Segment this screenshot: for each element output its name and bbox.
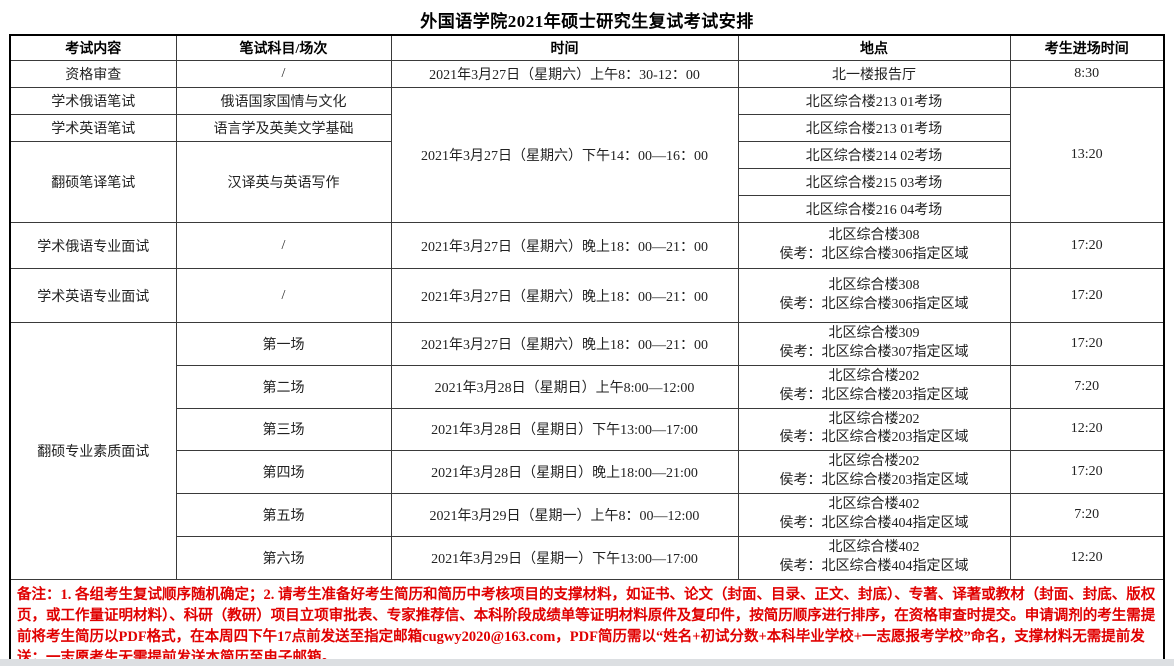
cell-entry-qualification: 8:30 — [1009, 60, 1165, 88]
col-header-exam-content: 考试内容 — [9, 34, 177, 61]
cell-location-written-mti-1: 北区综合楼214 02考场 — [737, 141, 1011, 169]
cell-session-4: 第四场 — [175, 450, 392, 495]
cell-time-session-6: 2021年3月29日（星期一）下午13:00—17:00 — [390, 535, 739, 580]
row-mti-session-1: 翻硕专业素质面试 第一场 2021年3月27日（星期六）晚上18：00—21：0… — [9, 322, 1165, 580]
cell-subject-written-russian: 俄语国家国情与文化 — [175, 87, 392, 115]
page-title: 外国语学院2021年硕士研究生复试考试安排 — [420, 12, 754, 31]
cell-entry-session-3: 12:20 — [1009, 407, 1165, 452]
col-header-time: 时间 — [390, 34, 739, 61]
cell-session-2: 第二场 — [175, 364, 392, 409]
cell-location-session-1: 北区综合楼309 侯考：北区综合楼307指定区域 — [737, 322, 1011, 366]
location-main: 北区综合楼309 — [828, 326, 920, 341]
cell-location-session-4: 北区综合楼202 侯考：北区综合楼203指定区域 — [737, 450, 1011, 495]
cell-location-session-6: 北区综合楼402 侯考：北区综合楼404指定区域 — [737, 535, 1011, 580]
location-main: 北区综合楼402 — [828, 539, 920, 555]
cell-entry-written-merged: 13:20 — [1009, 87, 1165, 223]
cell-entry-session-5: 7:20 — [1009, 493, 1165, 537]
cell-entry-interview-russian: 17:20 — [1009, 222, 1165, 269]
location-waiting: 侯考：北区综合楼307指定区域 — [779, 344, 969, 360]
row-mti-session-5: 第五场 2021年3月29日（星期一）上午8：00—12:00 北区综合楼402… — [10, 493, 1165, 537]
row-qualification-check: 资格审查 / 2021年3月27日（星期六）上午8：30-12：00 北一楼报告… — [9, 60, 1165, 88]
cell-entry-session-2: 7:20 — [1009, 364, 1165, 409]
location-waiting: 侯考：北区综合楼203指定区域 — [779, 430, 969, 446]
exam-schedule-table: 考试内容 笔试科目/场次 时间 地点 考生进场时间 资格审查 / 2021年3月… — [9, 34, 1165, 666]
location-main: 北区综合楼202 — [828, 368, 920, 384]
cell-subject-interview-russian: / — [175, 222, 392, 269]
header-row: 考试内容 笔试科目/场次 时间 地点 考生进场时间 — [9, 34, 1165, 61]
row-mti-session-4: 第四场 2021年3月28日（星期日）晚上18:00—21:00 北区综合楼20… — [10, 450, 1165, 495]
cell-time-interview-english: 2021年3月27日（星期六）晚上18：00—21：00 — [390, 268, 739, 323]
location-waiting: 侯考：北区综合楼306指定区域 — [779, 296, 969, 312]
cell-time-session-2: 2021年3月28日（星期日）上午8:00—12:00 — [390, 364, 739, 409]
cell-subject-interview-english: / — [175, 268, 392, 323]
location-waiting: 侯考：北区综合楼404指定区域 — [779, 558, 969, 574]
cell-time-session-5: 2021年3月29日（星期一）上午8：00—12:00 — [390, 493, 739, 537]
row-written-mti-2: 北区综合楼215 03考场 — [10, 168, 1164, 196]
location-waiting: 侯考：北区综合楼404指定区域 — [779, 516, 969, 532]
row-interview-russian: 学术俄语专业面试 / 2021年3月27日（星期六）晚上18：00—21：00 … — [9, 222, 1165, 269]
cell-time-interview-russian: 2021年3月27日（星期六）晚上18：00—21：00 — [390, 222, 739, 269]
col-header-entry-time: 考生进场时间 — [1009, 34, 1165, 61]
cell-time-session-3: 2021年3月28日（星期日）下午13:00—17:00 — [390, 407, 739, 452]
cell-entry-session-4: 17:20 — [1009, 450, 1165, 495]
cell-location-written-mti-2: 北区综合楼215 03考场 — [737, 168, 1011, 196]
cell-session-6: 第六场 — [175, 535, 392, 580]
cell-time-session-1: 2021年3月27日（星期六）晚上18：00—21：00 — [390, 322, 739, 366]
row-interview-english: 学术英语专业面试 / 2021年3月27日（星期六）晚上18：00—21：00 … — [9, 268, 1165, 323]
col-header-subject-session: 笔试科目/场次 — [175, 34, 392, 61]
row-written-russian: 学术俄语笔试 俄语国家国情与文化 2021年3月27日（星期六）下午14：00—… — [9, 87, 1165, 223]
cell-entry-interview-english: 17:20 — [1009, 268, 1165, 323]
cell-content-mti-interview: 翻硕专业素质面试 — [9, 322, 177, 580]
col-header-location: 地点 — [737, 34, 1011, 61]
row-mti-session-2: 第二场 2021年3月28日（星期日）上午8:00—12:00 北区综合楼202… — [10, 364, 1165, 409]
cell-content-written-english: 学术英语笔试 — [9, 114, 177, 142]
cell-session-1: 第一场 — [175, 322, 392, 366]
location-waiting: 侯考：北区综合楼203指定区域 — [779, 387, 969, 403]
remarks-note: 备注：1. 各组考生复试顺序随机确定；2. 请考生准备好考生简历和简历中考核项目… — [9, 578, 1165, 666]
cell-content-interview-russian: 学术俄语专业面试 — [9, 222, 177, 269]
location-main: 北区综合楼202 — [828, 411, 920, 427]
cell-content-written-russian: 学术俄语笔试 — [9, 87, 177, 115]
row-written-english: 学术英语笔试 语言学及英美文学基础 北区综合楼213 01考场 — [9, 114, 1164, 142]
cell-location-written-mti-3: 北区综合楼216 04考场 — [737, 195, 1011, 223]
location-main: 北区综合楼402 — [828, 497, 920, 513]
cell-subject-written-mti: 汉译英与英语写作 — [175, 141, 392, 223]
location-waiting: 侯考：北区综合楼306指定区域 — [779, 246, 969, 262]
cell-location-session-2: 北区综合楼202 侯考：北区综合楼203指定区域 — [737, 364, 1011, 409]
location-main: 北区综合楼308 — [828, 227, 920, 243]
cell-session-5: 第五场 — [175, 493, 392, 537]
cell-location-session-3: 北区综合楼202 侯考：北区综合楼203指定区域 — [737, 407, 1011, 452]
row-note: 备注：1. 各组考生复试顺序随机确定；2. 请考生准备好考生简历和简历中考核项目… — [9, 578, 1165, 666]
cell-location-written-russian: 北区综合楼213 01考场 — [737, 87, 1011, 115]
page-bottom-strip — [0, 659, 1174, 666]
location-main: 北区综合楼202 — [828, 454, 920, 470]
row-written-mti-3: 北区综合楼216 04考场 — [10, 195, 1164, 223]
cell-location-session-5: 北区综合楼402 侯考：北区综合楼404指定区域 — [737, 493, 1011, 537]
row-mti-session-3: 第三场 2021年3月28日（星期日）下午13:00—17:00 北区综合楼20… — [10, 407, 1165, 452]
cell-session-3: 第三场 — [175, 407, 392, 452]
cell-content-interview-english: 学术英语专业面试 — [9, 268, 177, 323]
cell-entry-session-6: 12:20 — [1009, 535, 1165, 580]
cell-subject-qualification: / — [175, 60, 392, 88]
cell-location-qualification: 北一楼报告厅 — [737, 60, 1011, 88]
cell-content-written-mti: 翻硕笔译笔试 — [9, 141, 177, 223]
cell-subject-written-english: 语言学及英美文学基础 — [175, 114, 392, 142]
cell-time-written-merged: 2021年3月27日（星期六）下午14：00—16：00 — [390, 87, 739, 223]
cell-location-written-english: 北区综合楼213 01考场 — [737, 114, 1011, 142]
cell-time-qualification: 2021年3月27日（星期六）上午8：30-12：00 — [390, 60, 739, 88]
location-main: 北区综合楼308 — [828, 277, 920, 293]
cell-time-session-4: 2021年3月28日（星期日）晚上18:00—21:00 — [390, 450, 739, 495]
row-written-mti-1: 翻硕笔译笔试 汉译英与英语写作 北区综合楼214 02考场 — [9, 141, 1164, 223]
cell-content-qualification: 资格审查 — [9, 60, 177, 88]
row-mti-session-6: 第六场 2021年3月29日（星期一）下午13:00—17:00 北区综合楼40… — [10, 535, 1165, 580]
cell-location-interview-english: 北区综合楼308 侯考：北区综合楼306指定区域 — [737, 268, 1011, 323]
location-waiting: 侯考：北区综合楼203指定区域 — [779, 473, 969, 489]
cell-location-interview-russian: 北区综合楼308 侯考：北区综合楼306指定区域 — [737, 222, 1011, 269]
cell-entry-session-1: 17:20 — [1009, 322, 1165, 366]
